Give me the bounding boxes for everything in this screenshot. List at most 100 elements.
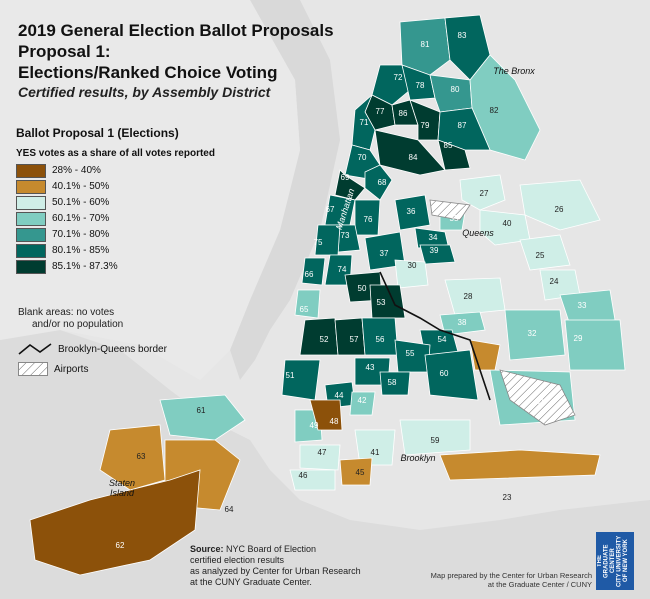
district-label-81: 81 bbox=[421, 40, 430, 49]
district-47 bbox=[299, 444, 341, 471]
district-label-75: 75 bbox=[314, 238, 323, 247]
district-label-74: 74 bbox=[338, 265, 347, 274]
district-label-53: 53 bbox=[377, 298, 386, 307]
district-label-51: 51 bbox=[286, 371, 295, 380]
district-label-34: 34 bbox=[429, 233, 438, 242]
blank-note-line-1: Blank areas: no votes bbox=[18, 307, 115, 318]
borough-label-queens: Queens bbox=[462, 228, 494, 238]
district-label-66: 66 bbox=[305, 270, 314, 279]
legend-label: 70.1% - 80% bbox=[52, 229, 110, 240]
district-label-36: 36 bbox=[407, 207, 416, 216]
district-label-24: 24 bbox=[550, 277, 559, 286]
legend-swatch bbox=[16, 163, 46, 178]
legend-row: 80.1% - 85% bbox=[16, 243, 215, 258]
district-labels: 81 83 72 78 80 82 77 86 71 79 87 85 84 70 69 68 67 27 26 36… bbox=[109, 31, 587, 550]
legend-swatch bbox=[16, 259, 46, 274]
legend-label: 85.1% - 87.3% bbox=[52, 261, 118, 272]
legend-swatch bbox=[16, 179, 46, 194]
source-line-1: Source: NYC Board of Election bbox=[190, 544, 361, 555]
district-label-43: 43 bbox=[366, 363, 375, 372]
district-label-60: 60 bbox=[440, 369, 449, 378]
legend-label: 28% - 40% bbox=[52, 165, 101, 176]
district-label-41: 41 bbox=[371, 448, 380, 457]
district-label-23: 23 bbox=[503, 493, 512, 502]
district-label-68: 68 bbox=[378, 178, 387, 187]
legend-row: 60.1% - 70% bbox=[16, 211, 215, 226]
district-label-52: 52 bbox=[320, 335, 329, 344]
district-36 bbox=[394, 194, 431, 231]
district-label-25: 25 bbox=[536, 251, 545, 260]
district-label-48: 48 bbox=[330, 417, 339, 426]
borough-label-staten-1: Staten bbox=[109, 478, 135, 488]
legend-subheading: YES votes as a share of all votes report… bbox=[16, 148, 215, 159]
district-72 bbox=[371, 64, 411, 106]
district-32 bbox=[504, 309, 566, 361]
district-81 bbox=[399, 17, 451, 76]
credit-line-1: Map prepared by the Center for Urban Res… bbox=[430, 571, 592, 580]
district-26 bbox=[519, 179, 601, 231]
district-label-73: 73 bbox=[341, 231, 350, 240]
border-key-line-icon bbox=[18, 343, 52, 355]
title-line-1: 2019 General Election Ballot Proposals bbox=[18, 21, 334, 40]
district-23 bbox=[439, 449, 601, 481]
district-45 bbox=[339, 457, 373, 486]
legend-row: 28% - 40% bbox=[16, 163, 215, 178]
district-label-78: 78 bbox=[416, 81, 425, 90]
basemap-land-nj bbox=[0, 0, 300, 380]
credit-line-2: at the Graduate Center / CUNY bbox=[487, 580, 592, 589]
graduate-center-logo: THE GRADUATE CENTER CITY UNIVERSITY OF N… bbox=[596, 532, 634, 590]
district-65 bbox=[294, 289, 321, 319]
district-label-86: 86 bbox=[399, 109, 408, 118]
legend-rows: 28% - 40% 40.1% - 50% 50.1% - 60% 60.1% - 7… bbox=[16, 163, 215, 274]
district-label-57: 57 bbox=[350, 335, 359, 344]
source-line-4: at the CUNY Graduate Center. bbox=[190, 577, 312, 587]
district-40 bbox=[479, 209, 531, 246]
source-line-2: certified election results bbox=[190, 555, 285, 565]
credit-note: Map prepared by the Center for Urban Res… bbox=[420, 571, 592, 589]
source-line-1-text: NYC Board of Election bbox=[223, 544, 317, 554]
district-label-26: 26 bbox=[555, 205, 564, 214]
district-84 bbox=[374, 129, 446, 176]
district-label-76: 76 bbox=[364, 215, 373, 224]
blank-note-line-2: and/or no population bbox=[32, 319, 124, 330]
district-label-67: 67 bbox=[326, 205, 335, 214]
legend-label: 50.1% - 60% bbox=[52, 197, 110, 208]
legend-swatch bbox=[16, 227, 46, 242]
district-label-50: 50 bbox=[358, 284, 367, 293]
district-label-49: 49 bbox=[310, 421, 319, 430]
district-48 bbox=[309, 399, 343, 431]
border-key: Brooklyn-Queens border bbox=[18, 342, 167, 356]
district-label-29: 29 bbox=[574, 334, 583, 343]
legend-row: 70.1% - 80% bbox=[16, 227, 215, 242]
legend-row: 85.1% - 87.3% bbox=[16, 259, 215, 274]
district-label-56: 56 bbox=[376, 335, 385, 344]
district-58 bbox=[379, 371, 411, 396]
district-label-31: 31 bbox=[536, 397, 545, 406]
district-label-62: 62 bbox=[116, 541, 125, 550]
district-label-44: 44 bbox=[335, 391, 344, 400]
district-39 bbox=[419, 244, 456, 265]
district-label-30: 30 bbox=[408, 261, 417, 270]
district-30 bbox=[394, 259, 429, 289]
district-label-87: 87 bbox=[458, 121, 467, 130]
district-label-61: 61 bbox=[197, 406, 206, 415]
legend-swatch bbox=[16, 195, 46, 210]
legend-row: 40.1% - 50% bbox=[16, 179, 215, 194]
district-66 bbox=[301, 257, 326, 286]
district-label-45: 45 bbox=[356, 468, 365, 477]
borough-label-staten-2: Island bbox=[110, 488, 135, 498]
legend: Ballot Proposal 1 (Elections) YES votes … bbox=[16, 126, 215, 274]
district-59 bbox=[399, 419, 471, 456]
district-27 bbox=[459, 174, 506, 211]
district-label-82: 82 bbox=[490, 106, 499, 115]
map-subtitle: Certified results, by Assembly District bbox=[18, 84, 271, 100]
district-label-79: 79 bbox=[421, 121, 430, 130]
district-label-77: 77 bbox=[376, 107, 385, 116]
legend-row: 50.1% - 60% bbox=[16, 195, 215, 210]
district-61 bbox=[159, 394, 246, 441]
map-title: 2019 General Election Ballot Proposals P… bbox=[18, 20, 334, 101]
district-69 bbox=[334, 169, 366, 201]
district-76 bbox=[354, 199, 381, 236]
district-68 bbox=[364, 164, 393, 201]
